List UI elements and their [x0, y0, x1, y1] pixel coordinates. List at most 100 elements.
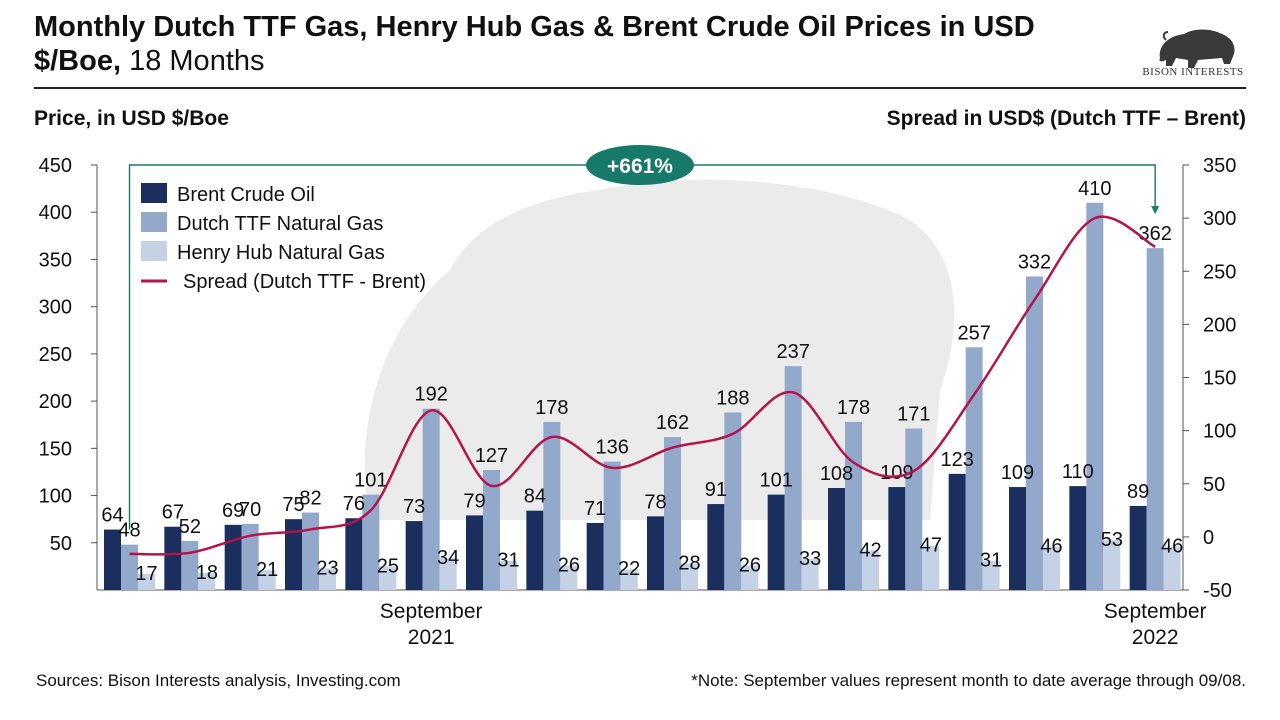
bar-henry-hub-natural-gas	[319, 568, 336, 590]
left-axis-tick-label: 450	[39, 155, 72, 177]
bison-icon	[1159, 29, 1235, 68]
title-divider	[34, 87, 1246, 89]
bar-dutch-ttf-natural-gas	[422, 408, 440, 590]
bar-brent-crude-oil	[526, 510, 544, 590]
data-label: 101	[759, 470, 792, 492]
left-axis-tick-label: 400	[39, 202, 72, 224]
bar-dutch-ttf-natural-gas	[1146, 248, 1164, 590]
left-axis-tick-label: 300	[39, 297, 72, 319]
left-axis-tick-label: 350	[39, 249, 72, 271]
right-axis-tick-label: 200	[1203, 314, 1236, 336]
data-label: 171	[897, 404, 930, 426]
data-label: 410	[1078, 178, 1111, 200]
right-axis-tick-label: 350	[1203, 155, 1236, 177]
bar-dutch-ttf-natural-gas	[121, 544, 138, 590]
data-label: 162	[656, 412, 689, 434]
data-label: 26	[558, 554, 580, 576]
data-label: 46	[1161, 536, 1183, 558]
chart-area: 50 100 150 200 250 300 350 400 450 -50 0 50 100 150 20…	[39, 145, 1236, 649]
chart-title: Monthly Dutch TTF Gas, Henry Hub Gas & B…	[34, 10, 1114, 78]
data-label: 192	[414, 384, 447, 406]
legend-swatch	[141, 183, 167, 203]
data-label: 23	[316, 557, 338, 579]
bar-dutch-ttf-natural-gas	[1086, 202, 1104, 590]
left-axis-tick-label: 50	[50, 533, 72, 555]
right-axis-tick-label: 100	[1203, 421, 1236, 443]
bar-dutch-ttf-natural-gas	[603, 461, 621, 590]
bar-henry-hub-natural-gas	[198, 573, 216, 590]
bar-henry-hub-natural-gas	[379, 566, 397, 590]
bar-henry-hub-natural-gas	[560, 565, 578, 590]
bar-brent-crude-oil	[104, 529, 121, 590]
data-label: 33	[799, 548, 821, 570]
sources-note: Sources: Bison Interests analysis, Inves…	[36, 671, 401, 690]
data-label: 47	[920, 535, 942, 557]
data-label: 69	[222, 500, 244, 522]
bar-brent-crude-oil	[224, 524, 242, 590]
bar-dutch-ttf-natural-gas	[302, 512, 319, 590]
bar-dutch-ttf-natural-gas	[362, 494, 380, 590]
data-label: 332	[1018, 251, 1051, 273]
bar-henry-hub-natural-gas	[862, 550, 879, 590]
data-label: 73	[403, 496, 425, 518]
data-label: 89	[1127, 481, 1149, 503]
data-label: 31	[497, 550, 519, 572]
data-label: 18	[196, 562, 218, 584]
data-label: 136	[595, 437, 628, 459]
bar-henry-hub-natural-gas	[1103, 539, 1121, 590]
bar-henry-hub-natural-gas	[439, 557, 457, 590]
bar-brent-crude-oil	[707, 504, 725, 590]
bar-dutch-ttf-natural-gas	[845, 421, 862, 590]
data-label: 91	[705, 479, 727, 501]
bar-brent-crude-oil	[164, 526, 182, 590]
bar-henry-hub-natural-gas	[620, 569, 638, 590]
legend-swatch	[141, 241, 167, 261]
bar-dutch-ttf-natural-gas	[664, 437, 681, 590]
x-axis-tick-label: 2021	[408, 626, 455, 649]
data-label: 101	[354, 470, 387, 492]
data-label: 53	[1101, 529, 1123, 551]
bar-henry-hub-natural-gas	[1043, 546, 1060, 590]
left-axis-title: Price, in USD $/Boe	[34, 107, 229, 130]
bar-brent-crude-oil	[1129, 505, 1147, 590]
bar-henry-hub-natural-gas	[741, 565, 759, 590]
bar-brent-crude-oil	[767, 494, 785, 590]
data-label: 78	[644, 491, 666, 513]
right-axis-tick-label: 300	[1203, 208, 1236, 230]
data-label: 178	[535, 397, 568, 419]
data-label: 79	[463, 490, 485, 512]
data-label: 52	[179, 516, 201, 538]
right-axis-tick-label: -50	[1203, 580, 1232, 602]
growth-badge-label: +661%	[607, 155, 673, 178]
bar-dutch-ttf-natural-gas	[543, 421, 561, 590]
data-label: 109	[880, 462, 913, 484]
bar-brent-crude-oil	[1009, 487, 1026, 590]
data-label: 257	[957, 322, 990, 344]
data-label: 127	[475, 445, 508, 467]
left-axis-tick-label: 200	[39, 391, 72, 413]
bar-brent-crude-oil	[345, 518, 363, 590]
data-label: 71	[584, 498, 606, 520]
right-axis-title: Spread in USD$ (Dutch TTF – Brent)	[886, 107, 1246, 130]
data-label: 76	[343, 493, 365, 515]
bar-brent-crude-oil	[888, 487, 906, 590]
x-axis-tick-label: 2022	[1132, 626, 1179, 649]
bar-henry-hub-natural-gas	[801, 558, 819, 590]
bar-brent-crude-oil	[405, 521, 423, 590]
data-label: 109	[1001, 462, 1034, 484]
data-label: 70	[239, 499, 261, 521]
september-note: *Note: September values represent month …	[691, 671, 1246, 690]
bar-dutch-ttf-natural-gas	[241, 523, 259, 590]
data-label: 22	[618, 558, 640, 580]
legend-label: Henry Hub Natural Gas	[177, 242, 385, 264]
bar-henry-hub-natural-gas	[500, 560, 517, 590]
data-label: 178	[837, 397, 870, 419]
legend-label: Dutch TTF Natural Gas	[177, 213, 383, 235]
left-axis-tick-label: 100	[39, 486, 72, 508]
bar-henry-hub-natural-gas	[982, 560, 1000, 590]
left-axis-tick-label: 250	[39, 344, 72, 366]
x-axis-tick-label: September	[1104, 600, 1207, 623]
data-label: 82	[299, 488, 321, 510]
data-label: 26	[739, 554, 761, 576]
growth-badge	[586, 145, 694, 185]
